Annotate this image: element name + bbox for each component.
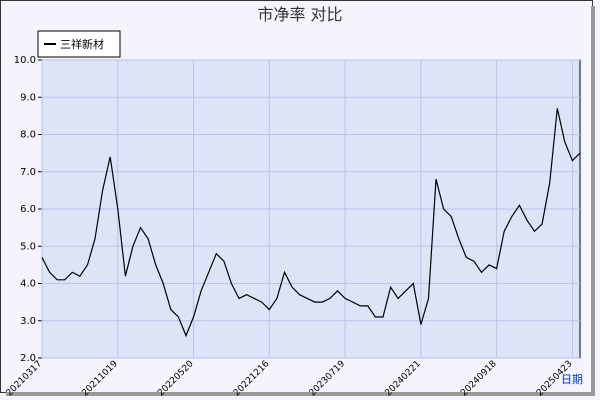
series-line [41, 108, 581, 338]
y-tick-label: 8.0 [20, 130, 36, 141]
chart-title: 市净率 对比 [257, 5, 342, 24]
y-tick-label: 6.0 [20, 204, 36, 215]
legend-label: 三祥新材 [60, 37, 104, 51]
y-tick-label: 3.0 [20, 316, 36, 327]
x-axis-label: 日期 [561, 373, 583, 386]
y-tick-label: 5.0 [20, 241, 36, 252]
y-tick-label: 10.0 [14, 55, 36, 66]
y-tick-label: 7.0 [20, 167, 36, 178]
y-tick-label: 2.0 [20, 353, 36, 364]
y-tick-label: 9.0 [20, 92, 36, 103]
y-tick-label: 4.0 [20, 279, 36, 290]
